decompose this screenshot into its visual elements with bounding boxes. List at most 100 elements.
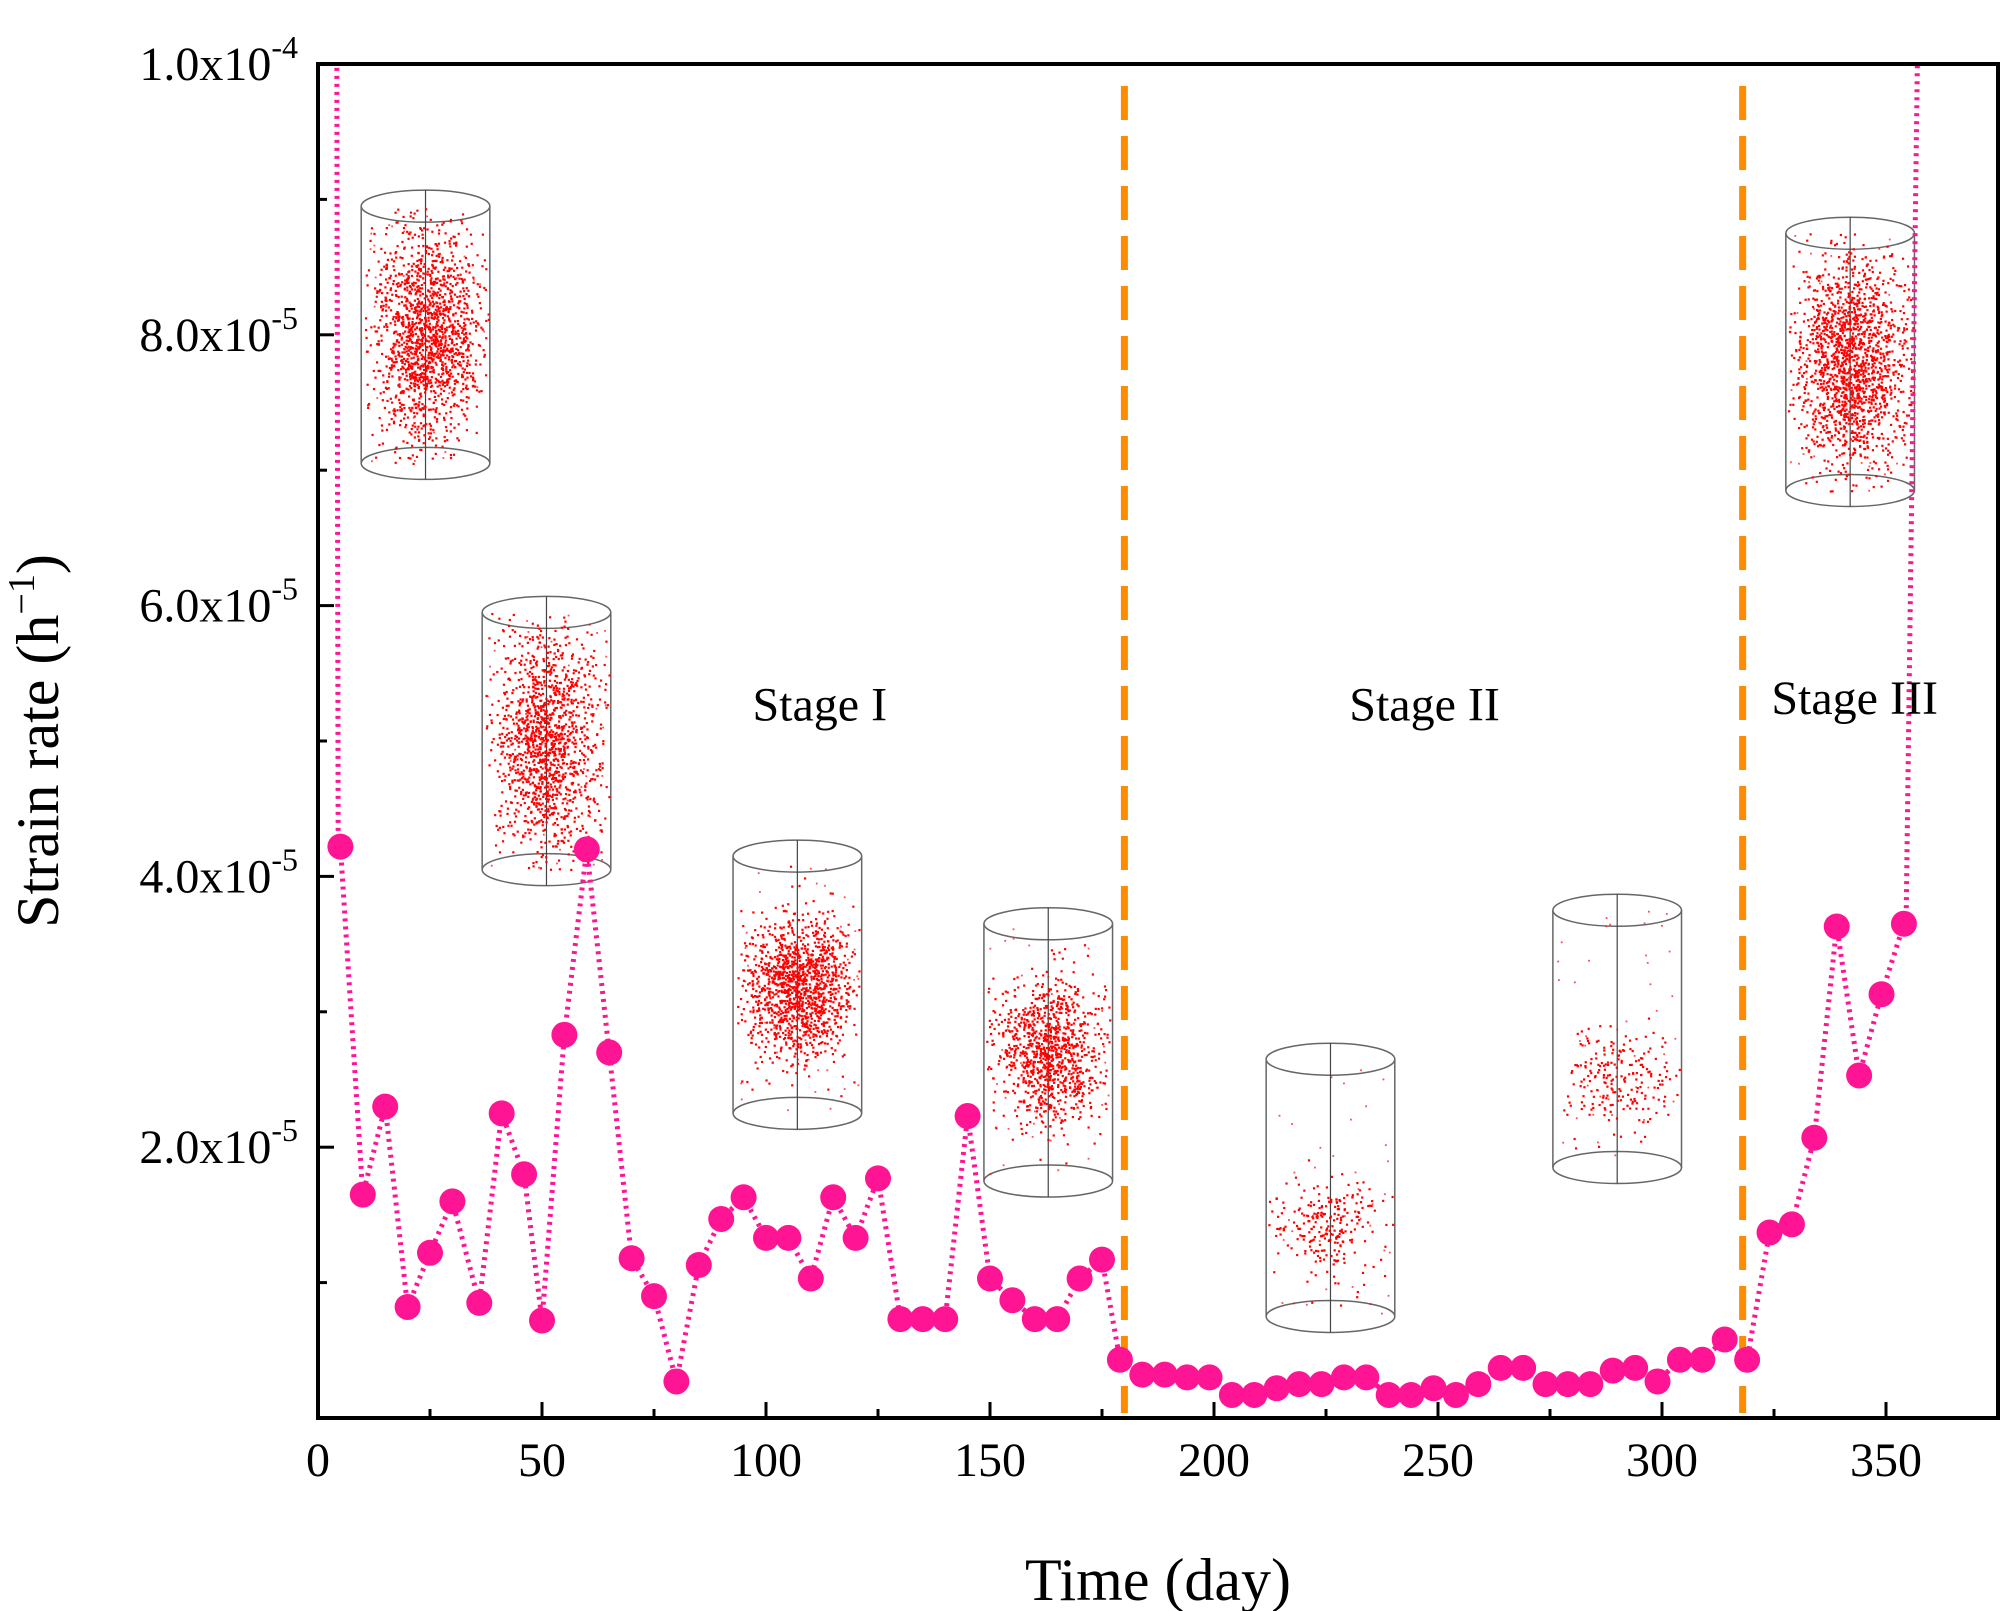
ae-event-point xyxy=(787,1003,790,1006)
ae-event-point xyxy=(761,951,764,954)
ae-event-point xyxy=(1041,1100,1045,1103)
ae-event-point xyxy=(569,715,572,719)
ae-event-point xyxy=(402,357,406,361)
ae-event-point xyxy=(388,298,392,301)
ae-event-point xyxy=(1082,1092,1085,1096)
ae-event-point xyxy=(1060,1050,1063,1053)
ae-event-point xyxy=(1038,1070,1042,1073)
ae-event-point xyxy=(415,326,418,330)
ae-event-point xyxy=(519,663,523,666)
ae-event-point xyxy=(439,392,442,395)
ae-event-point xyxy=(580,731,584,734)
ae-event-point xyxy=(519,753,522,756)
ae-event-point xyxy=(855,1033,858,1036)
ae-event-point xyxy=(1071,1057,1074,1060)
ae-event-point xyxy=(1043,1088,1046,1091)
ae-event-point xyxy=(568,809,571,812)
ae-event-point xyxy=(573,750,576,753)
ae-event-point xyxy=(815,963,818,966)
ae-event-point xyxy=(545,697,548,700)
ae-event-point xyxy=(414,328,417,331)
ae-event-point xyxy=(574,698,578,701)
ae-event-point xyxy=(519,698,522,701)
ae-event-point xyxy=(1027,1091,1030,1094)
ae-event-point xyxy=(514,630,517,633)
ae-event-point xyxy=(564,786,568,789)
ae-event-point xyxy=(422,378,426,381)
ae-event-point xyxy=(402,227,406,230)
ae-event-point xyxy=(1108,1006,1111,1009)
ae-event-point xyxy=(472,278,475,281)
ae-event-point xyxy=(532,797,535,800)
ae-event-point xyxy=(1013,1050,1017,1053)
ae-event-point xyxy=(811,960,814,963)
ae-event-point xyxy=(417,335,420,338)
ae-event-point xyxy=(544,720,547,723)
ae-event-point xyxy=(414,347,418,350)
ae-event-point xyxy=(809,1012,812,1015)
ae-event-point xyxy=(785,1041,788,1044)
ae-event-point xyxy=(818,999,821,1002)
ae-event-point xyxy=(563,742,566,745)
ae-event-point xyxy=(427,367,430,370)
ae-event-point xyxy=(441,361,444,364)
ae-event-point xyxy=(569,765,572,769)
ae-event-point xyxy=(842,933,845,936)
ae-event-point xyxy=(413,299,416,302)
ae-event-point xyxy=(1041,996,1044,1000)
ae-event-point xyxy=(526,741,529,744)
ae-event-point xyxy=(507,773,510,776)
ae-event-point xyxy=(846,988,849,991)
ae-event-point xyxy=(806,974,809,977)
ae-event-point xyxy=(568,793,571,796)
ae-event-point xyxy=(595,663,598,667)
ae-event-point xyxy=(398,383,401,386)
ae-event-point xyxy=(774,906,777,909)
ae-event-point xyxy=(574,742,578,745)
ae-event-point xyxy=(542,719,546,722)
ae-event-point xyxy=(766,987,769,990)
ae-event-point xyxy=(797,1017,800,1020)
ae-event-point xyxy=(410,433,413,436)
ae-event-point xyxy=(1077,1090,1080,1093)
ae-event-point xyxy=(453,235,456,239)
ae-event-point xyxy=(568,718,571,721)
ae-event-point xyxy=(415,321,418,325)
ae-event-point xyxy=(441,445,444,448)
ae-event-point xyxy=(534,662,538,665)
ae-event-point xyxy=(443,345,447,348)
ae-event-point xyxy=(470,242,473,245)
ae-event-point xyxy=(830,1012,834,1015)
ae-event-point xyxy=(822,1000,825,1003)
ae-event-point xyxy=(555,687,559,690)
ae-event-point xyxy=(427,252,430,256)
ae-event-point xyxy=(486,695,489,698)
ae-event-point xyxy=(514,795,517,798)
ae-event-point xyxy=(785,995,788,998)
ae-event-point xyxy=(1056,1085,1060,1088)
ae-event-point xyxy=(490,721,493,725)
ae-event-point xyxy=(1032,1006,1035,1009)
ae-event-point xyxy=(518,741,521,744)
ae-event-point xyxy=(784,974,787,977)
ae-event-point xyxy=(592,863,595,866)
ae-event-point xyxy=(570,809,573,812)
ae-event-point xyxy=(522,769,525,772)
ae-event-point xyxy=(536,687,539,691)
ae-event-point xyxy=(448,392,450,395)
ae-event-point xyxy=(421,332,424,335)
ae-event-point xyxy=(1082,1041,1085,1044)
ae-event-point xyxy=(824,868,827,871)
ae-event-point xyxy=(471,264,474,267)
ae-event-point xyxy=(457,329,460,332)
ae-event-point xyxy=(794,970,797,973)
ae-event-point xyxy=(592,797,596,800)
ae-event-point xyxy=(570,759,573,763)
ae-event-point xyxy=(437,316,440,319)
ae-event-point xyxy=(421,287,424,290)
ae-event-point xyxy=(826,1032,829,1035)
ae-event-point xyxy=(556,690,560,693)
ae-event-point xyxy=(417,347,421,350)
ae-event-point xyxy=(458,361,461,364)
ae-event-point xyxy=(532,704,535,707)
